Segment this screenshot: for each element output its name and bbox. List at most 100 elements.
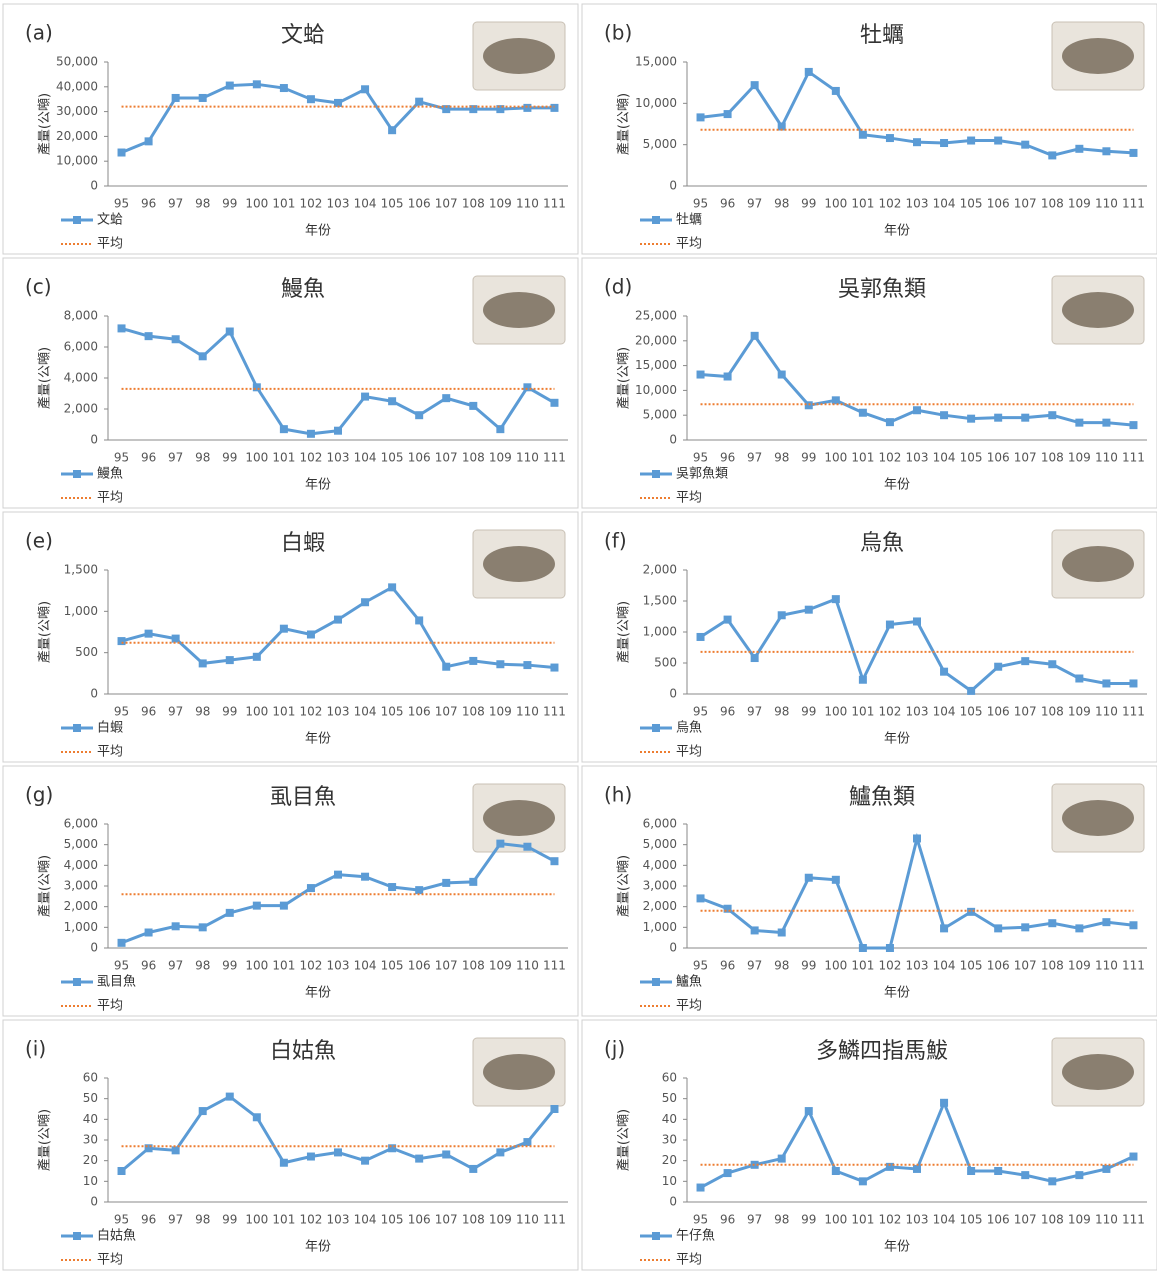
y-tick-label: 6,000 [64,340,98,354]
x-tick-label: 103 [327,451,350,465]
marker [306,630,315,639]
marker [225,908,234,917]
x-tick-label: 104 [933,451,956,465]
x-axis-label: 年份 [305,478,331,493]
marker [334,98,342,107]
x-tick-label: 110 [516,705,539,719]
x-tick-label: 110 [1095,959,1118,973]
photo-subject [483,1054,555,1090]
marker [804,605,813,614]
marker [198,93,207,102]
legend-marker [73,1232,81,1240]
marker [198,923,207,932]
y-tick-label: 15,000 [635,358,677,372]
marker [171,93,180,102]
x-tick-label: 99 [801,959,816,973]
x-tick-label: 102 [299,705,322,719]
legend-label: 鱸魚 [676,974,702,990]
marker [723,1169,732,1178]
y-tick-label: 50 [83,1091,98,1105]
marker [858,675,867,684]
x-tick-label: 108 [1041,197,1064,211]
y-axis-label: 產量(公噸) [37,1109,53,1171]
chart-title: 鰻魚 [281,277,325,302]
y-tick-label: 3,000 [64,879,98,893]
legend-marker [73,216,81,224]
marker [696,632,705,641]
x-tick-label: 101 [272,959,295,973]
marker [804,67,813,76]
y-tick-label: 40 [662,1112,677,1126]
legend-label: 虱目魚 [97,975,136,990]
x-axis-label: 年份 [884,224,910,239]
panel-label: (g) [25,783,53,807]
marker [1075,418,1084,427]
x-tick-label: 107 [435,705,458,719]
x-tick-label: 108 [1041,959,1064,973]
x-tick-label: 98 [774,959,789,973]
legend-marker [652,724,660,732]
x-tick-label: 110 [516,451,539,465]
marker [225,1092,234,1101]
y-tick-label: 50 [662,1091,677,1105]
y-tick-label: 3,000 [643,879,677,893]
y-tick-label: 6,000 [64,817,98,831]
panel-label: (j) [604,1037,625,1061]
legend-label: 平均 [97,237,123,252]
y-tick-label: 10,000 [635,383,677,397]
y-tick-label: 2,000 [64,899,98,913]
x-tick-label: 99 [222,705,237,719]
x-tick-label: 104 [933,197,956,211]
legend-label: 吳郭魚類 [676,466,728,482]
marker [885,134,894,143]
marker [171,634,180,643]
marker [804,1107,813,1116]
marker [144,332,153,341]
marker [361,872,370,881]
chart-panel: (c) 鰻魚 0 2,000 4,000 6,000 8,000 95 96 97 98 99 100 1… [2,257,579,509]
marker [442,105,451,114]
x-tick-label: 95 [693,1213,708,1227]
marker [198,1107,207,1116]
x-tick-label: 95 [693,705,708,719]
y-tick-label: 2,000 [64,402,98,416]
marker [1048,1177,1057,1186]
x-tick-label: 101 [851,705,874,719]
marker [388,883,397,892]
y-axis-label: 產量(公噸) [37,93,53,155]
marker [306,429,315,438]
marker [1048,411,1057,420]
legend-label: 牡蠣 [676,213,702,228]
y-axis-label: 產量(公噸) [37,347,53,409]
marker [994,662,1003,671]
x-tick-label: 105 [381,197,404,211]
chart-panel: (i) 白姑魚 0 10 20 30 40 50 60 95 96 97 98 99 100 101 102 10… [2,1019,579,1271]
x-tick-label: 102 [299,197,322,211]
marker [885,418,894,427]
x-tick-label: 106 [987,959,1010,973]
marker [225,81,234,90]
photo-subject [1062,546,1134,582]
x-tick-label: 104 [354,705,377,719]
marker [144,629,153,638]
marker [361,392,370,401]
chart-title: 虱目魚 [270,785,336,810]
x-tick-label: 100 [245,451,268,465]
x-tick-label: 96 [720,1213,735,1227]
y-tick-label: 500 [75,645,98,659]
x-tick-label: 96 [141,959,156,973]
x-tick-label: 101 [851,959,874,973]
marker [1129,421,1138,430]
y-tick-label: 40 [83,1112,98,1126]
x-tick-label: 109 [1068,1213,1091,1227]
panel-border [2,3,579,255]
marker [777,611,786,620]
marker [913,834,921,843]
x-tick-label: 98 [195,197,210,211]
x-tick-label: 105 [381,705,404,719]
marker [523,661,532,670]
marker [469,105,478,114]
marker [117,324,126,333]
marker [940,1098,949,1107]
x-tick-label: 111 [1122,197,1145,211]
